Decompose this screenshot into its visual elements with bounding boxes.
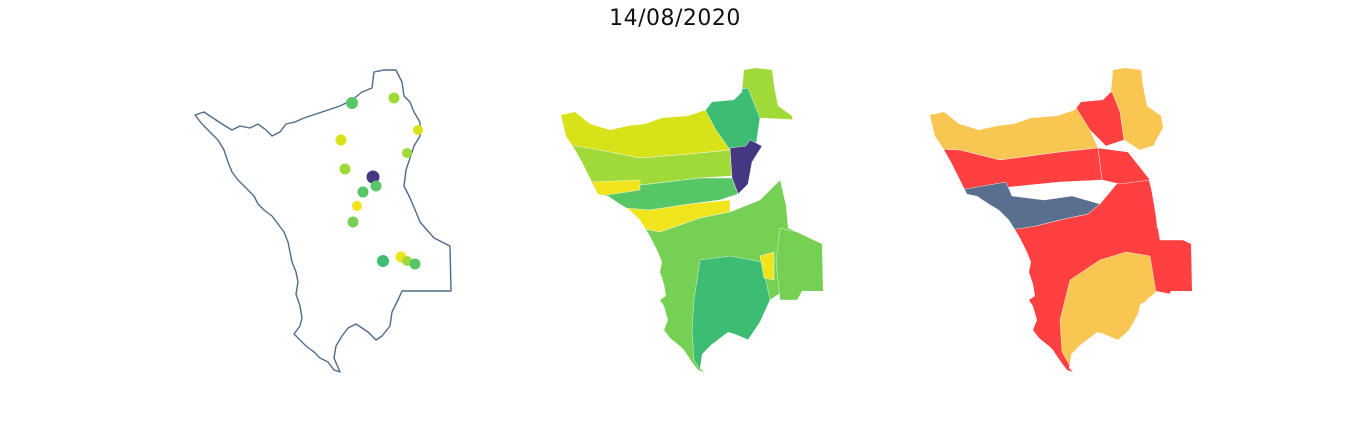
class-east-red <box>1097 147 1151 185</box>
panel-interpolated <box>561 68 823 372</box>
panel-stations <box>194 69 452 373</box>
figure-title: 14/08/2020 <box>609 6 741 31</box>
station-point <box>357 186 369 198</box>
station-point <box>352 201 362 211</box>
station-point <box>409 258 421 270</box>
station-point <box>346 97 358 109</box>
region-east-panhandle <box>775 227 823 301</box>
region-west-band <box>561 99 731 159</box>
station-point <box>413 125 423 135</box>
station-point <box>370 180 382 192</box>
state-outline <box>194 69 452 373</box>
region-south-core <box>691 255 771 371</box>
region-east-small <box>759 251 775 281</box>
station-point <box>388 92 400 104</box>
station-point <box>335 134 347 146</box>
station-point <box>402 148 412 158</box>
panel-classification <box>930 68 1192 372</box>
station-point <box>339 163 351 175</box>
station-point <box>347 216 359 228</box>
station-point <box>366 170 380 184</box>
station-point <box>377 255 389 267</box>
station-point <box>402 256 412 266</box>
